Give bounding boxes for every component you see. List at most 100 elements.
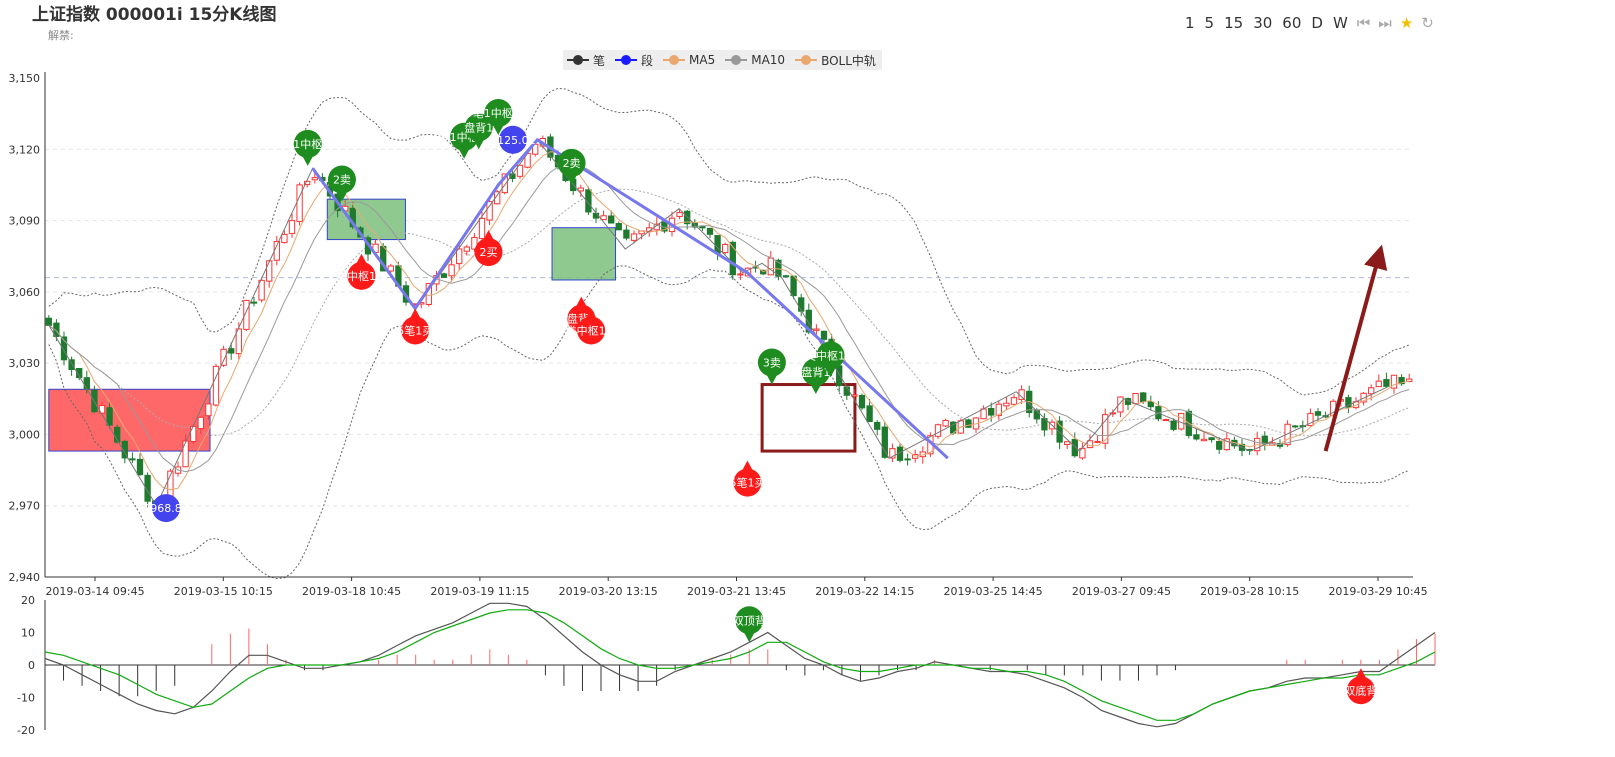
macd-y-tick-label: 20: [21, 594, 35, 607]
candle-body: [53, 322, 60, 337]
candle-body: [311, 177, 318, 181]
y-tick-label: 3,090: [9, 215, 41, 228]
candle-body: [988, 408, 995, 416]
marker-label: 双顶背: [733, 613, 766, 627]
candle-body: [706, 227, 714, 235]
buy-marker[interactable]: 盘背S: [567, 296, 596, 333]
sell-marker[interactable]: 2卖: [327, 165, 356, 202]
candle-body: [129, 458, 136, 461]
macd-sell-marker[interactable]: 双顶背: [733, 606, 766, 643]
marker-bubble: [484, 99, 513, 128]
sell-marker[interactable]: 7笔1中枢1卖: [275, 129, 340, 166]
marker-bubble: [347, 261, 376, 290]
macd-buy-marker[interactable]: 双底背: [1344, 668, 1377, 705]
price-marker[interactable]: 3125.02: [490, 125, 536, 154]
sell-marker[interactable]: 盘背1: [464, 113, 493, 150]
legend-item-ma5[interactable]: MA5: [663, 53, 715, 67]
period-30-button[interactable]: 30: [1253, 14, 1273, 32]
legend-item-boll[interactable]: BOLL中轨: [795, 52, 876, 69]
legend-swatch: [615, 55, 638, 65]
candle-body: [1064, 441, 1071, 445]
last-page-icon[interactable]: ⏭: [1378, 14, 1392, 32]
x-tick-label: 2019-03-27 09:45: [1072, 585, 1171, 598]
candle-body: [630, 233, 638, 241]
period-week-button[interactable]: W: [1332, 14, 1348, 32]
sell-marker[interactable]: 2卖: [557, 148, 586, 185]
candle-body: [904, 458, 911, 461]
dea-line: [44, 609, 1436, 721]
sell-marker[interactable]: 类中枢1卖: [805, 341, 856, 378]
star-icon[interactable]: ★: [1399, 14, 1414, 32]
buy-marker[interactable]: 5笔1买: [729, 460, 765, 497]
x-tick-label: 2019-03-15 10:15: [174, 585, 273, 598]
legend-swatch: [567, 55, 589, 65]
price-bubble: [152, 494, 181, 523]
period-5-button[interactable]: 5: [1204, 14, 1215, 32]
refresh-icon[interactable]: ↻: [1421, 14, 1434, 32]
candle-body: [608, 215, 615, 224]
candle-body: [965, 419, 972, 428]
macd-y-tick-label: -10: [17, 692, 35, 705]
candle-body: [615, 223, 622, 231]
candle-body: [1398, 377, 1405, 385]
legend-item-duan[interactable]: 段: [615, 52, 653, 69]
candle-body: [144, 474, 151, 502]
candle-body: [273, 241, 280, 261]
buy-marker[interactable]: 类中枢1买: [336, 253, 387, 290]
period-1-button[interactable]: 1: [1185, 14, 1195, 32]
candle-body: [136, 458, 144, 476]
zhongshu-rect: [551, 227, 617, 281]
candle-body: [258, 279, 265, 301]
candle-body: [699, 226, 706, 229]
x-tick-label: 2019-03-25 14:45: [944, 585, 1043, 598]
legend-item-bi[interactable]: 笔: [567, 52, 605, 69]
trend-arrow: [1323, 244, 1388, 452]
candle-body: [1216, 440, 1223, 450]
candle-body: [440, 273, 448, 278]
candle-body: [220, 348, 227, 366]
marker-bubble: [735, 606, 764, 635]
marker-bubble: [757, 348, 786, 377]
period-60-button[interactable]: 60: [1282, 14, 1302, 32]
candle-body: [212, 365, 220, 406]
legend-label: MA5: [689, 53, 716, 67]
buy-marker[interactable]: 2买: [474, 230, 503, 267]
candle-body: [714, 235, 721, 254]
candle-body: [1010, 397, 1018, 405]
candle-body: [494, 191, 501, 205]
candle-body: [45, 317, 52, 326]
price-marker[interactable]: 2968.82: [143, 494, 189, 523]
sell-marker[interactable]: 9笔1中枢1卖: [466, 99, 531, 136]
candle-body: [881, 426, 888, 458]
buy-marker[interactable]: 类中枢1买: [566, 308, 617, 345]
marker-label: 类中枢1买: [336, 269, 387, 283]
chart-legend: 笔 段 MA5 MA10 BOLL中轨: [563, 50, 882, 70]
sell-marker[interactable]: 盘背1: [801, 358, 830, 395]
period-day-button[interactable]: D: [1311, 14, 1323, 32]
candle-body: [676, 212, 683, 217]
candle-body: [1132, 392, 1139, 405]
period-15-button[interactable]: 15: [1224, 14, 1244, 32]
legend-label: 段: [641, 53, 654, 68]
candle-body: [250, 301, 258, 304]
candle-body: [68, 359, 75, 371]
candle-body: [304, 180, 311, 186]
candle-body: [737, 273, 744, 276]
buy-marker[interactable]: 5笔1买: [397, 308, 433, 345]
marker-bubble: [293, 129, 322, 158]
first-page-icon[interactable]: ⏮: [1356, 14, 1371, 32]
marker-label: 双底背: [1344, 683, 1377, 697]
x-tick-label: 2019-03-20 13:15: [559, 585, 658, 598]
marker-label: 3卖: [763, 357, 781, 370]
candle-body: [805, 309, 812, 333]
y-tick-label: 2,970: [9, 500, 41, 513]
marker-label: 2买: [480, 246, 498, 259]
marker-label: 盘背1: [464, 120, 493, 134]
candle-body: [83, 377, 90, 390]
candle-body: [205, 403, 212, 417]
candle-body: [1117, 396, 1124, 413]
legend-label: BOLL中轨: [821, 53, 876, 68]
sell-marker[interactable]: 3卖: [757, 348, 786, 385]
legend-item-ma10[interactable]: MA10: [725, 53, 785, 67]
